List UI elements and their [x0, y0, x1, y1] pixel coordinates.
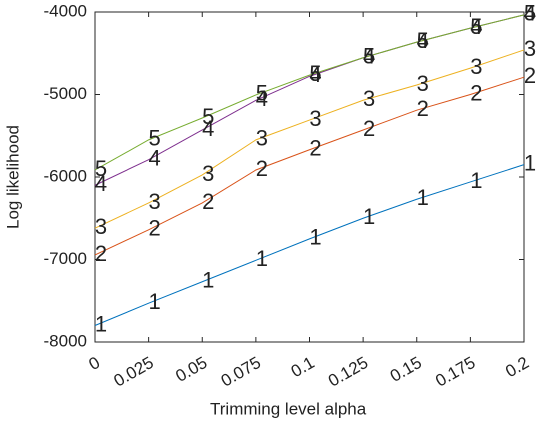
- point-label: 3: [363, 86, 375, 111]
- point-label: 3: [149, 189, 161, 214]
- point-label: 4: [149, 145, 161, 170]
- series-line: [94, 49, 525, 229]
- point-label: 5: [309, 61, 321, 86]
- point-label: 2: [363, 116, 375, 141]
- point-label: 5: [256, 81, 268, 106]
- x-tick-label: 0.075: [218, 353, 264, 391]
- point-label: 2: [256, 156, 268, 181]
- x-tick-label: 0.2: [502, 353, 532, 381]
- y-tick-label: -4000: [44, 1, 87, 20]
- point-label: 5: [524, 1, 536, 26]
- x-tick-label: 0.15: [387, 353, 425, 386]
- point-label: 2: [470, 80, 482, 105]
- point-label: 1: [309, 225, 321, 250]
- point-label: 3: [309, 106, 321, 131]
- point-label: 3: [202, 161, 214, 186]
- point-label: 1: [363, 204, 375, 229]
- x-tick-label: 0.025: [111, 353, 157, 391]
- point-label: 5: [417, 28, 429, 53]
- point-label: 5: [363, 44, 375, 69]
- point-label: 5: [149, 126, 161, 151]
- y-axis-label: Log likelihood: [3, 125, 22, 229]
- point-label: 1: [202, 268, 214, 293]
- point-label: 3: [470, 54, 482, 79]
- point-label: 3: [95, 214, 107, 239]
- point-label: 4: [363, 44, 375, 69]
- point-label: 4: [470, 14, 482, 39]
- series-line: [94, 76, 525, 256]
- point-label: 4: [256, 86, 268, 111]
- point-label: 4: [524, 1, 536, 26]
- point-label: 2: [524, 63, 536, 88]
- point-label: 2: [309, 136, 321, 161]
- x-tick-label: 0.1: [288, 353, 318, 381]
- point-label: 5: [470, 14, 482, 39]
- point-label: 3: [417, 71, 429, 96]
- point-label: 5: [202, 104, 214, 129]
- point-label: 2: [417, 96, 429, 121]
- point-label: 4: [309, 62, 321, 87]
- y-tick-label: -7000: [44, 249, 87, 268]
- point-label: 3: [524, 36, 536, 61]
- point-label: 2: [202, 189, 214, 214]
- x-tick-label: 0.175: [432, 353, 478, 391]
- x-tick-label: 0.05: [172, 353, 210, 386]
- series-line: [94, 14, 525, 171]
- x-axis-label: Trimming level alpha: [210, 399, 367, 418]
- y-tick-label: -5000: [44, 84, 87, 103]
- point-label: 1: [149, 289, 161, 314]
- point-label: 5: [95, 156, 107, 181]
- point-label: 1: [95, 311, 107, 336]
- point-label: 1: [417, 185, 429, 210]
- x-tick-label: 0.125: [325, 353, 371, 391]
- point-label: 3: [256, 126, 268, 151]
- y-tick-label: -8000: [44, 331, 87, 350]
- x-tick-label: 0: [86, 353, 104, 374]
- y-tick-label: -6000: [44, 166, 87, 185]
- series-line: [94, 164, 525, 326]
- point-label: 4: [95, 171, 107, 196]
- point-label: 2: [95, 241, 107, 266]
- point-label: 1: [470, 168, 482, 193]
- point-label: 4: [417, 28, 429, 53]
- point-label: 4: [202, 116, 214, 141]
- point-label: 2: [149, 216, 161, 241]
- point-label: 1: [524, 150, 536, 175]
- point-label: 1: [256, 246, 268, 271]
